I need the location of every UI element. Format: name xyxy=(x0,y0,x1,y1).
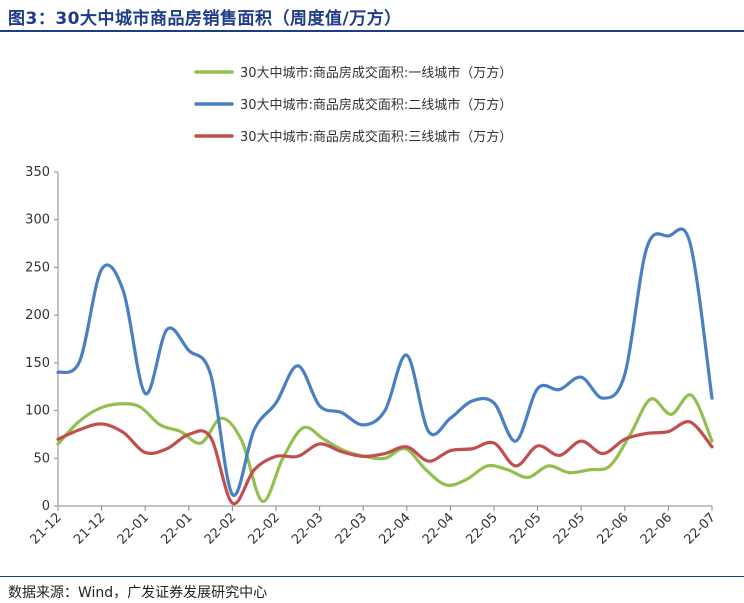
x-tick-label: 22-01 xyxy=(115,510,152,547)
y-tick-label: 150 xyxy=(25,356,50,371)
y-tick-label: 50 xyxy=(33,451,50,466)
series-line-tier1 xyxy=(56,393,714,503)
legend-item: 30大中城市:商品房成交面积:二线城市（万方） xyxy=(194,97,512,113)
y-tick-label: 0 xyxy=(42,499,50,514)
x-tick-label: 22-05 xyxy=(464,510,501,547)
y-tick-label: 100 xyxy=(25,404,50,419)
line-chart: 30大中城市:商品房成交面积:一线城市（万方） 30大中城市:商品房成交面积:二线… xyxy=(25,65,719,548)
legend-item: 30大中城市:商品房成交面积:一线城市（万方） xyxy=(194,65,512,81)
y-tick-label: 200 xyxy=(25,308,50,323)
x-tick-label: 22-02 xyxy=(202,510,239,547)
data-source-note: 数据来源：Wind，广发证券发展研究中心 xyxy=(8,585,268,601)
x-tick-label: 22-02 xyxy=(246,510,283,547)
title-divider xyxy=(0,30,744,32)
legend-item: 30大中城市:商品房成交面积:三线城市（万方） xyxy=(194,129,512,145)
x-tick-label: 22-05 xyxy=(507,510,544,547)
x-tick-label: 22-04 xyxy=(376,510,413,547)
y-tick-label: 300 xyxy=(25,213,50,228)
x-tick-label: 22-07 xyxy=(682,510,719,547)
legend-label: 30大中城市:商品房成交面积:一线城市（万方） xyxy=(240,65,512,81)
x-tick-label: 22-03 xyxy=(333,510,370,547)
x-tick-label: 22-01 xyxy=(158,510,195,547)
y-tick-label: 350 xyxy=(25,165,50,180)
chart-title: 图3：30大中城市商品房销售面积（周度值/万方） xyxy=(8,9,402,29)
x-tick-label: 22-03 xyxy=(289,510,326,547)
footer-divider xyxy=(0,576,744,577)
y-axis: 0 50 100 150 200 250 300 350 xyxy=(25,165,59,514)
series-layer xyxy=(56,227,714,506)
legend-label: 30大中城市:商品房成交面积:二线城市（万方） xyxy=(240,97,512,113)
y-tick-label: 250 xyxy=(25,260,50,275)
x-tick-label: 22-06 xyxy=(594,510,631,547)
legend: 30大中城市:商品房成交面积:一线城市（万方） 30大中城市:商品房成交面积:二线… xyxy=(194,65,512,145)
series-line-tier2 xyxy=(56,227,714,497)
x-tick-label: 22-05 xyxy=(551,510,588,547)
x-tick-label: 22-04 xyxy=(420,510,457,547)
x-axis: 21-12 21-12 22-01 22-01 22-02 22-02 22-03 22-03… xyxy=(28,505,719,548)
series-line-tier3 xyxy=(56,420,714,506)
legend-label: 30大中城市:商品房成交面积:三线城市（万方） xyxy=(240,129,512,145)
x-tick-label: 22-06 xyxy=(638,510,675,547)
x-tick-label: 21-12 xyxy=(28,510,65,547)
x-tick-label: 21-12 xyxy=(71,510,108,547)
